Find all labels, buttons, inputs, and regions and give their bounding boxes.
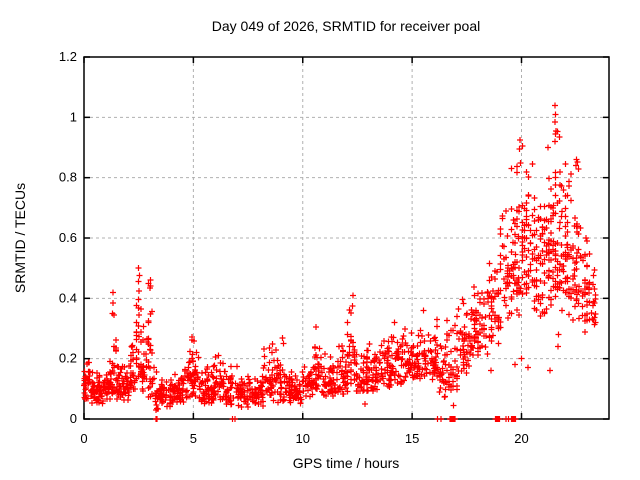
x-tick-labels: 0 5 10 15 20 bbox=[80, 431, 528, 446]
y-tick-label: 1 bbox=[70, 109, 77, 124]
y-tick-label: 0.8 bbox=[59, 170, 77, 185]
y-tick-label: 0.2 bbox=[59, 351, 77, 366]
x-tick-label: 10 bbox=[296, 431, 310, 446]
y-tick-labels: 0 0.2 0.4 0.6 0.8 1 1.2 bbox=[59, 49, 77, 426]
plot-border bbox=[83, 56, 610, 420]
y-tick-label: 0.6 bbox=[59, 230, 77, 245]
y-axis-label: SRMTID / TECUs bbox=[12, 183, 28, 293]
x-tick-label: 20 bbox=[514, 431, 528, 446]
x-tick-label: 15 bbox=[405, 431, 419, 446]
x-tick-label: 0 bbox=[80, 431, 87, 446]
y-tick-label: 0 bbox=[70, 411, 77, 426]
x-tick-label: 5 bbox=[190, 431, 197, 446]
x-axis-label: GPS time / hours bbox=[293, 455, 400, 471]
chart-title: Day 049 of 2026, SRMTID for receiver poa… bbox=[212, 18, 480, 34]
y-tick-label: 0.4 bbox=[59, 290, 77, 305]
data-points bbox=[81, 102, 599, 422]
y-tick-label: 1.2 bbox=[59, 49, 77, 64]
